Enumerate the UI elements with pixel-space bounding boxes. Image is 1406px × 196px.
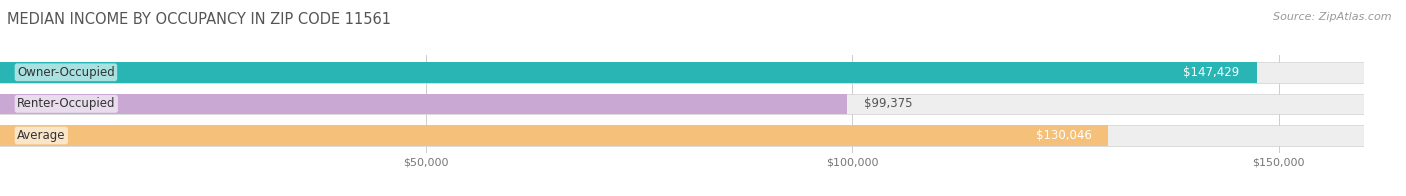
Bar — [0, 94, 1364, 114]
Bar — [0, 125, 1364, 146]
Bar — [0, 94, 846, 114]
Text: $99,375: $99,375 — [865, 97, 912, 110]
Text: MEDIAN INCOME BY OCCUPANCY IN ZIP CODE 11561: MEDIAN INCOME BY OCCUPANCY IN ZIP CODE 1… — [7, 12, 391, 27]
Bar — [0, 62, 1257, 83]
Text: Average: Average — [17, 129, 66, 142]
Bar — [0, 62, 1364, 83]
Text: Source: ZipAtlas.com: Source: ZipAtlas.com — [1274, 12, 1392, 22]
Text: $147,429: $147,429 — [1184, 66, 1240, 79]
Bar — [0, 125, 1108, 146]
Text: Renter-Occupied: Renter-Occupied — [17, 97, 115, 110]
Text: Owner-Occupied: Owner-Occupied — [17, 66, 115, 79]
Text: $130,046: $130,046 — [1036, 129, 1091, 142]
